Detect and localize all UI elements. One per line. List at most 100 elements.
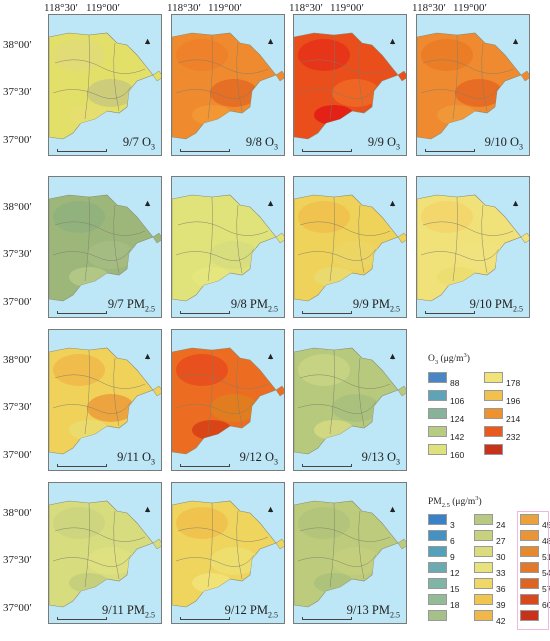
north-arrow-icon: ▲ xyxy=(143,36,152,46)
concentration-zone xyxy=(210,79,258,107)
island xyxy=(152,385,161,397)
legend-swatch xyxy=(428,546,447,557)
concentration-zone xyxy=(332,79,380,107)
county-boundary xyxy=(297,554,377,567)
concentration-zone xyxy=(332,547,380,575)
county-boundary xyxy=(207,196,213,282)
county-boundary xyxy=(329,196,335,282)
concentration-zone xyxy=(437,267,477,287)
legend-value: 9 xyxy=(450,552,455,562)
north-arrow-icon: ▲ xyxy=(388,351,397,361)
county-boundary xyxy=(54,374,146,389)
lat-label: 37°30′ xyxy=(3,401,32,413)
scale-bar xyxy=(302,461,354,467)
legend-group-outline xyxy=(517,511,549,630)
concentration-zone xyxy=(69,267,109,287)
concentration-zone xyxy=(69,420,109,440)
county-boundary xyxy=(329,34,335,120)
concentration-zone xyxy=(53,354,105,386)
marker-dot xyxy=(391,509,395,513)
legend-value: 60 xyxy=(542,600,550,610)
county-boundary xyxy=(84,349,90,435)
map-panel: ▲ 9/12 PM2.5 xyxy=(171,482,285,624)
county-boundary xyxy=(54,221,146,236)
island xyxy=(397,232,406,244)
county-boundary xyxy=(207,34,213,120)
county-boundary xyxy=(358,357,365,427)
marker-dot xyxy=(269,356,273,360)
concentration-zone xyxy=(176,354,228,386)
county-boundary xyxy=(358,204,365,274)
county-boundary xyxy=(177,59,269,74)
county-boundary xyxy=(422,59,514,74)
county-boundary xyxy=(299,221,391,236)
lon-label: 119°00′ xyxy=(208,2,242,14)
map-shape xyxy=(172,347,284,455)
legend-value: 160 xyxy=(450,450,465,460)
north-arrow-icon: ▲ xyxy=(266,36,275,46)
legend-swatch xyxy=(520,610,539,621)
legend-swatch xyxy=(474,514,493,525)
panel-label: 9/12 O3 xyxy=(239,449,278,467)
legend-swatch xyxy=(520,562,539,573)
legend-value: 48 xyxy=(542,536,550,546)
map-panel: ▲ 9/8 O3 xyxy=(171,14,285,156)
county-boundary xyxy=(113,510,120,580)
county-boundary xyxy=(481,42,488,112)
legend-swatch xyxy=(428,562,447,573)
scale-bar xyxy=(302,614,354,620)
county-boundary xyxy=(207,349,213,435)
legend-swatch xyxy=(428,578,447,589)
concentration-zone xyxy=(192,420,232,440)
legend-swatch xyxy=(474,578,493,589)
legend-swatch xyxy=(484,390,503,401)
county-boundary xyxy=(54,527,146,542)
county-boundary xyxy=(422,221,514,236)
county-boundary xyxy=(175,248,255,261)
scale-bar xyxy=(180,461,232,467)
legend-value: 33 xyxy=(496,568,506,578)
map-shape xyxy=(172,32,284,140)
legend-value: 88 xyxy=(450,378,460,388)
north-arrow-icon: ▲ xyxy=(388,198,397,208)
map-shape xyxy=(417,32,529,140)
marker-dot xyxy=(269,41,273,45)
concentration-zone xyxy=(298,507,350,539)
legend-swatch xyxy=(428,444,447,455)
legend-value: 30 xyxy=(496,552,506,562)
lat-label: 37°00′ xyxy=(3,134,32,146)
map-panel: ▲ 9/11 PM2.5 xyxy=(48,482,162,624)
concentration-zone xyxy=(87,241,135,269)
legend-swatch xyxy=(428,594,447,605)
legend-swatch xyxy=(474,546,493,557)
scale-bar xyxy=(425,308,477,314)
map-panel: ▲ 9/13 O3 xyxy=(293,329,407,471)
legend-swatch xyxy=(428,610,447,621)
scale-bar xyxy=(425,146,477,152)
legend-swatch xyxy=(484,444,503,455)
north-arrow-icon: ▲ xyxy=(266,504,275,514)
legend-value: 36 xyxy=(496,584,506,594)
map-panel: ▲ 9/13 PM2.5 xyxy=(293,482,407,624)
panel-label: 9/7 PM2.5 xyxy=(107,296,155,314)
marker-dot xyxy=(269,203,273,207)
concentration-zone xyxy=(53,507,105,539)
county-boundary xyxy=(297,401,377,414)
county-boundary xyxy=(177,374,269,389)
legend-value: 18 xyxy=(450,600,460,610)
county-boundary xyxy=(54,59,146,74)
marker-dot xyxy=(146,203,150,207)
county-boundary xyxy=(299,374,391,389)
map-panel: ▲ 9/10 PM2.5 xyxy=(416,176,530,318)
legend-value: 45 xyxy=(542,520,550,530)
panel-label: 9/7 O3 xyxy=(122,134,155,152)
panel-label: 9/9 PM2.5 xyxy=(352,296,400,314)
island xyxy=(275,385,284,397)
legend-value: 57 xyxy=(542,584,550,594)
panel-label: 9/12 PM2.5 xyxy=(224,602,278,620)
county-boundary xyxy=(452,196,458,282)
o3-legend-title: O3 (μg/m3) xyxy=(428,352,470,367)
legend-value: 51 xyxy=(542,552,550,562)
marker-dot xyxy=(514,203,518,207)
marker-dot xyxy=(391,41,395,45)
